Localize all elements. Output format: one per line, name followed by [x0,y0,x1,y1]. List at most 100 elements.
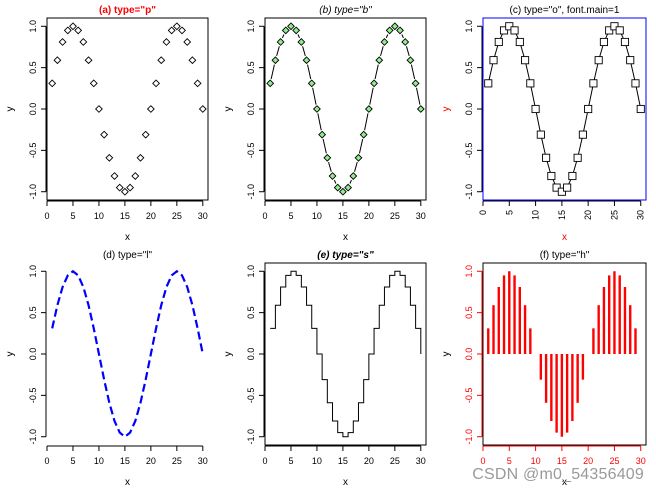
y-tick-label: -0.5 [28,143,38,159]
x-tick-label: 15 [120,211,130,221]
data-point [416,105,425,113]
x-tick-label: 0 [480,456,485,466]
data-point [338,187,347,196]
y-axis-title: y [441,352,452,357]
x-tick-label: 15 [338,456,348,466]
y-tick-label: -1.0 [246,184,256,200]
y-tick-label: 0.5 [464,61,474,74]
data-point [552,183,561,192]
chart-title: (a) type="p" [99,5,156,16]
data-point [563,183,572,192]
data-point [626,56,635,65]
data-point [510,26,519,35]
x-tick-label: 30 [636,456,646,466]
data-point [152,79,161,88]
y-tick-label: -1.0 [28,184,38,200]
x-tick-label: 25 [172,456,182,466]
data-point [193,79,202,88]
data-point [110,172,119,180]
chart-panel-1: (a) type="p" 0 5 10 15 20 25 30 -1.0 -0.5 0.0 0.5 1.… [5,5,209,243]
x-axis-title: x [562,232,567,243]
data-point [172,22,181,31]
x-tick-label: 25 [390,456,400,466]
y-axis-title: y [223,107,234,112]
series-segment [302,46,306,57]
data-point [636,104,645,114]
data-point [53,56,62,65]
series-segment [374,64,379,80]
y-tick-label: 0.0 [28,348,38,361]
x-tick-label: 20 [364,211,374,221]
y-axis-title: y [5,107,16,112]
series-segment [405,46,410,57]
y-tick-label: 1.0 [28,265,38,278]
data-point [380,38,389,46]
y-tick-label: 1.0 [246,265,256,278]
x-axis-title: x [125,477,130,488]
y-tick-label: 1.0 [28,20,38,33]
data-point [297,38,306,46]
data-point [631,79,640,88]
data-point [281,26,290,35]
chart-panel-4: (d) type="l" 0 5 10 15 20 25 30 -1.0 -0.5 0.0 0.5 1.… [5,250,208,488]
x-tick-label: 20 [364,456,374,466]
y-tick-label: 1.0 [464,20,474,33]
data-point [605,26,614,35]
x-axis-title: x [562,477,567,488]
data-point [489,56,498,65]
data-point [266,79,275,88]
x-tick-label: 0 [262,211,267,221]
x-tick-label: 5 [507,456,512,466]
data-point [74,26,83,35]
x-tick-label: 15 [338,211,348,221]
x-axis-title: x [343,232,348,243]
data-point [364,105,373,113]
chart-panel-2: (b) type="b" 0 5 10 15 20 25 30 -1.0 -0.5 0.0 0.5 1.… [223,5,427,243]
y-tick-label: 0.0 [464,348,474,361]
data-point [578,130,587,139]
data-point [63,26,72,35]
chart-title: (e) type="s" [317,250,374,261]
data-point [573,153,582,162]
series-segment [297,34,300,39]
series-segment [416,87,421,105]
data-point [344,183,353,192]
data-point [323,153,332,162]
y-tick-label: -1.0 [464,184,474,200]
chart-panel-3: (c) type="o", font.main=1 0 5 10 15 20 25 30 -1.… [441,5,647,243]
data-point [615,26,624,35]
series-segment [328,161,332,172]
y-tick-label: 0.0 [464,103,474,116]
x-tick-label: 20 [146,456,156,466]
y-tick-label: -0.5 [464,143,474,159]
data-point [354,153,363,162]
data-point [126,183,135,192]
data-point [271,56,280,65]
data-point [505,22,514,31]
data-point [167,26,176,35]
data-point [333,183,342,192]
data-point [396,26,404,35]
x-tick-label: 5 [70,456,75,466]
data-point [292,26,301,35]
series-line [487,25,642,193]
y-tick-label: 1.0 [246,20,256,33]
data-point [620,37,630,47]
data-point [287,22,295,31]
y-tick-label: 0.5 [464,306,474,319]
x-tick-label: 25 [609,456,619,466]
y-tick-label: -0.5 [246,388,256,404]
data-point [526,79,535,88]
x-tick-label: 0 [44,456,49,466]
chart-title: (f) type="h" [540,250,590,261]
x-axis-title: x [125,232,130,243]
x-tick-label: 5 [504,210,514,215]
data-point [162,38,171,46]
x-tick-label: 10 [531,210,541,220]
data-point [115,183,124,192]
data-point [584,104,593,114]
data-point [302,56,311,65]
data-point [390,22,399,31]
y-tick-label: 1.0 [464,265,474,278]
data-point [515,37,524,47]
